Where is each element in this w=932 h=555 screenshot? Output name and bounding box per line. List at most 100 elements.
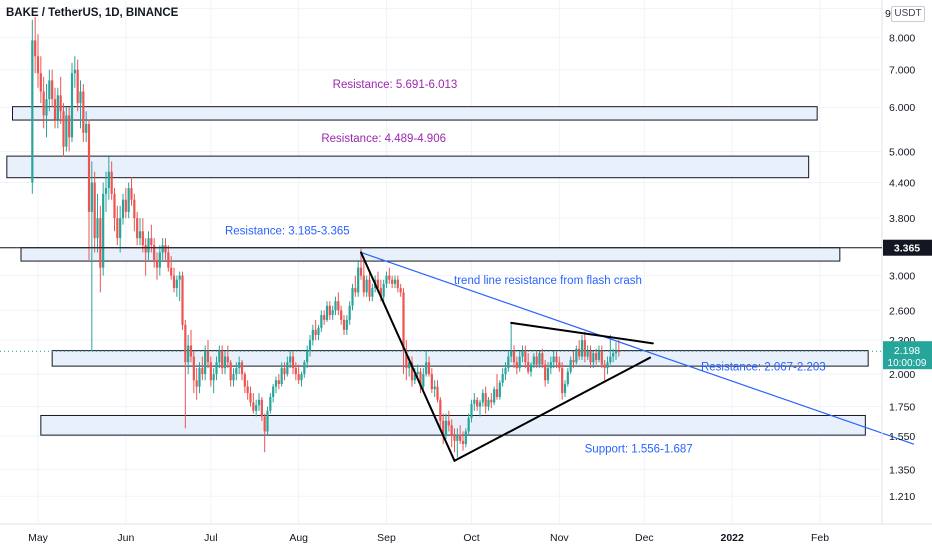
candle[interactable]	[478, 399, 482, 417]
candle[interactable]	[136, 211, 139, 246]
candle[interactable]	[39, 56, 42, 104]
candle[interactable]	[93, 171, 96, 253]
candle[interactable]	[189, 329, 193, 363]
candle[interactable]	[235, 362, 238, 381]
candle[interactable]	[340, 305, 343, 325]
candle[interactable]	[314, 319, 317, 341]
candle[interactable]	[348, 301, 351, 325]
candle[interactable]	[583, 331, 586, 363]
candle[interactable]	[187, 334, 190, 375]
candle[interactable]	[175, 275, 178, 297]
candle[interactable]	[393, 275, 397, 289]
candle[interactable]	[430, 368, 433, 394]
candle[interactable]	[385, 271, 388, 289]
candle[interactable]	[102, 182, 105, 276]
candle[interactable]	[184, 319, 187, 429]
candle[interactable]	[42, 76, 45, 129]
candle[interactable]	[323, 310, 326, 325]
candle[interactable]	[263, 413, 266, 453]
candle[interactable]	[221, 345, 224, 375]
candle[interactable]	[87, 119, 91, 260]
candle[interactable]	[597, 345, 601, 363]
candle[interactable]	[515, 356, 518, 375]
zone-box[interactable]	[20, 247, 841, 262]
candle[interactable]	[575, 345, 578, 365]
candle[interactable]	[504, 362, 507, 381]
candle[interactable]	[215, 356, 218, 381]
candle[interactable]	[391, 275, 394, 289]
candle[interactable]	[62, 103, 65, 157]
candle[interactable]	[612, 348, 615, 363]
candle[interactable]	[552, 350, 555, 369]
candle[interactable]	[229, 359, 232, 387]
candle[interactable]	[147, 231, 150, 260]
candle[interactable]	[243, 371, 246, 394]
candle[interactable]	[459, 425, 462, 445]
candle[interactable]	[308, 334, 312, 357]
candle[interactable]	[291, 350, 295, 375]
candle[interactable]	[544, 359, 547, 387]
candle[interactable]	[294, 362, 297, 381]
candle[interactable]	[158, 245, 161, 276]
candle[interactable]	[124, 188, 127, 219]
candle[interactable]	[606, 356, 609, 375]
candle[interactable]	[439, 397, 442, 429]
candle[interactable]	[257, 393, 261, 411]
candle[interactable]	[240, 359, 244, 381]
candle[interactable]	[589, 345, 592, 369]
candle[interactable]	[399, 283, 402, 297]
candle[interactable]	[493, 386, 496, 406]
candle[interactable]	[116, 205, 119, 246]
candle[interactable]	[198, 362, 201, 394]
candle[interactable]	[130, 177, 133, 206]
candle[interactable]	[260, 397, 263, 421]
crash-leg-line[interactable]	[360, 251, 456, 462]
candle[interactable]	[45, 84, 48, 138]
candle[interactable]	[510, 321, 513, 363]
candle[interactable]	[524, 345, 527, 369]
candle[interactable]	[53, 87, 57, 129]
candle[interactable]	[79, 80, 82, 129]
candle[interactable]	[345, 315, 348, 335]
candle[interactable]	[85, 111, 88, 142]
candle[interactable]	[255, 399, 258, 417]
candle[interactable]	[192, 350, 195, 394]
candle[interactable]	[541, 348, 544, 369]
candle[interactable]	[36, 34, 40, 88]
candle[interactable]	[76, 59, 79, 112]
candle[interactable]	[580, 334, 584, 360]
candle[interactable]	[206, 340, 210, 369]
candle[interactable]	[521, 345, 524, 363]
candle[interactable]	[470, 399, 473, 423]
candle[interactable]	[65, 107, 68, 152]
candle[interactable]	[232, 368, 235, 387]
candle[interactable]	[286, 356, 289, 377]
candle[interactable]	[133, 193, 136, 232]
candle[interactable]	[328, 301, 331, 320]
candle[interactable]	[549, 356, 552, 375]
candle[interactable]	[388, 267, 391, 284]
currency-unit-label[interactable]: USDT	[891, 6, 925, 22]
candle[interactable]	[481, 389, 484, 407]
flash-crash-trendline-line[interactable]	[360, 251, 915, 445]
candle[interactable]	[170, 256, 173, 280]
candle[interactable]	[498, 380, 501, 400]
zone-box[interactable]	[6, 155, 810, 179]
candle[interactable]	[249, 386, 252, 407]
candle[interactable]	[70, 62, 74, 142]
candle[interactable]	[325, 301, 329, 322]
candle[interactable]	[252, 393, 255, 414]
candle[interactable]	[107, 156, 110, 200]
candle[interactable]	[337, 292, 340, 316]
candle[interactable]	[447, 410, 450, 432]
candle[interactable]	[405, 340, 408, 381]
candle[interactable]	[572, 350, 575, 369]
candle[interactable]	[357, 259, 360, 297]
candle[interactable]	[311, 324, 314, 346]
candle[interactable]	[68, 107, 71, 152]
candle[interactable]	[433, 380, 436, 398]
candle[interactable]	[410, 356, 414, 387]
candle[interactable]	[204, 345, 207, 381]
candle[interactable]	[110, 161, 113, 200]
